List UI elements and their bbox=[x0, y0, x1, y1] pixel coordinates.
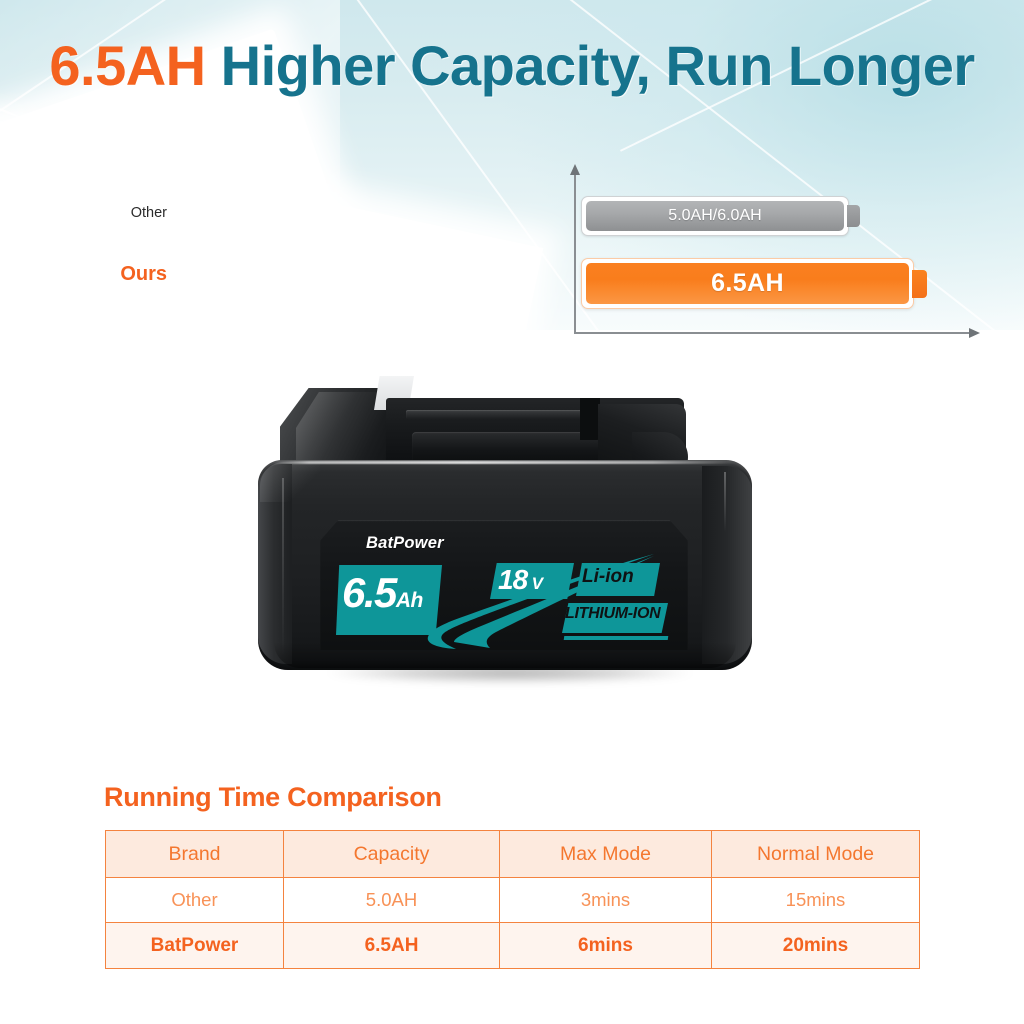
battery-voltage-text: 18 V bbox=[498, 566, 543, 594]
battery-lithium-text: LITHIUM-ION bbox=[565, 605, 661, 622]
battery-capacity-block bbox=[336, 565, 442, 635]
table-row: BatPower 6.5AH 6mins 20mins bbox=[105, 922, 920, 969]
battery-housing-right-seam bbox=[724, 472, 726, 532]
table-cell-normal-mode: 15mins bbox=[711, 877, 920, 923]
table-cell-capacity: 6.5AH bbox=[283, 922, 500, 969]
table-cell-max-mode: 3mins bbox=[499, 877, 712, 923]
battery-capacity-unit: Ah bbox=[395, 589, 424, 612]
battery-voltage-unit: V bbox=[531, 574, 543, 593]
battery-voltage-block bbox=[490, 563, 574, 599]
battery-lithium-block bbox=[562, 603, 668, 633]
table-cell-capacity: 5.0AH bbox=[283, 877, 500, 923]
chart-y-axis-arrow bbox=[569, 164, 580, 175]
table-cell-normal-mode: 20mins bbox=[711, 922, 920, 969]
battery-housing-corner-highlight bbox=[260, 462, 320, 502]
table-header-capacity: Capacity bbox=[283, 830, 500, 878]
table-row: Other 5.0AH 3mins 15mins bbox=[105, 877, 920, 923]
chart-bar-ours: 6.5AH bbox=[581, 258, 927, 309]
battery-bar-label-ours: 6.5AH bbox=[586, 263, 909, 304]
table-header-row: Brand Capacity Max Mode Normal Mode bbox=[105, 830, 920, 878]
battery-left-highlight bbox=[296, 392, 384, 470]
capacity-bar-chart: Other 5.0AH/6.0AH Ours 6.5AH bbox=[120, 164, 995, 343]
running-time-comparison-table: Brand Capacity Max Mode Normal Mode Othe… bbox=[105, 830, 920, 969]
product-image-battery-pack: BatPower 6.5Ah 18 V Li-ion LITHIUM-ION bbox=[258, 360, 768, 710]
battery-capacity-text: 6.5Ah bbox=[342, 572, 423, 614]
table-cell-brand: BatPower bbox=[105, 922, 284, 969]
page-title-highlight: 6.5AH bbox=[49, 34, 206, 97]
page-title-rest: Higher Capacity, Run Longer bbox=[220, 34, 975, 97]
chart-category-label-other: Other bbox=[130, 205, 167, 221]
table-header-max-mode: Max Mode bbox=[499, 830, 712, 878]
chart-y-axis bbox=[574, 172, 576, 334]
page-title: 6.5AH Higher Capacity, Run Longer bbox=[0, 38, 1024, 94]
chart-x-axis-arrow bbox=[969, 327, 980, 338]
table-header-normal-mode: Normal Mode bbox=[711, 830, 920, 878]
battery-voltage-number: 18 bbox=[498, 564, 528, 595]
background-soft-left bbox=[0, 0, 340, 330]
chart-category-label-ours: Ours bbox=[120, 263, 167, 285]
battery-lithium-underline bbox=[563, 636, 669, 640]
battery-capacity-number: 6.5 bbox=[342, 569, 397, 616]
battery-rail-notch bbox=[580, 398, 600, 440]
comparison-section-title: Running Time Comparison bbox=[104, 782, 442, 812]
battery-terminal-nub-other bbox=[847, 205, 860, 227]
battery-liion-text: Li-ion bbox=[582, 566, 634, 587]
battery-housing-left-seam bbox=[282, 478, 284, 656]
chart-bar-other: 5.0AH/6.0AH bbox=[581, 196, 860, 236]
table-header-brand: Brand bbox=[105, 830, 284, 878]
chart-x-axis bbox=[574, 332, 974, 334]
battery-housing-top-seam bbox=[272, 461, 736, 464]
battery-terminal-nub-ours bbox=[912, 270, 927, 298]
battery-housing-right-edge bbox=[702, 466, 752, 664]
table-cell-brand: Other bbox=[105, 877, 284, 923]
battery-brand-text: BatPower bbox=[366, 534, 444, 552]
battery-casing-ours: 6.5AH bbox=[581, 258, 914, 309]
battery-liion-block bbox=[576, 563, 660, 596]
battery-bar-label-other: 5.0AH/6.0AH bbox=[586, 201, 844, 231]
battery-casing-other: 5.0AH/6.0AH bbox=[581, 196, 849, 236]
battery-housing-left-edge bbox=[258, 464, 292, 664]
table-cell-max-mode: 6mins bbox=[499, 922, 712, 969]
battery-rail-groove-upper bbox=[406, 410, 658, 419]
